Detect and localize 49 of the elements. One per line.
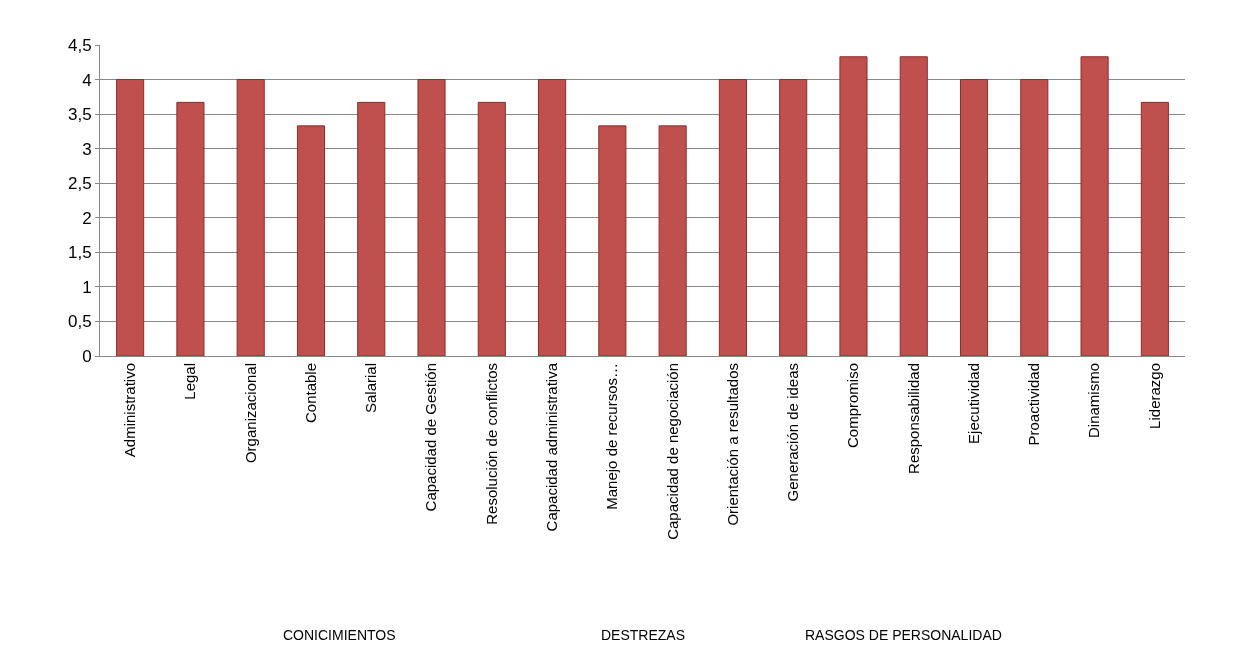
text: CONICIMIENTOS — [283, 627, 396, 643]
y-tick-label: 4,5 — [67, 35, 92, 55]
x-tick-label: Liderazgo — [1145, 363, 1163, 429]
x-tick-label: Orientación a resultados — [723, 363, 741, 526]
x-tick-label: Legal — [181, 363, 199, 400]
x-tick-label: Administrativo — [121, 363, 139, 458]
y-tick-label: 1,5 — [67, 243, 92, 263]
bar — [477, 101, 506, 356]
x-tick-label: Capacidad de negociación — [663, 363, 681, 540]
y-tick-label: 2,5 — [67, 174, 92, 194]
bar — [658, 125, 687, 356]
bar — [779, 79, 808, 356]
bar — [899, 56, 928, 356]
bar — [236, 79, 265, 356]
text: RASGOS DE PERSONALIDAD — [805, 627, 1002, 643]
y-tick-label: 3,5 — [67, 105, 92, 125]
bar — [116, 79, 145, 356]
bar — [718, 79, 747, 356]
x-tick-label: Contable — [301, 363, 319, 424]
bar — [296, 125, 326, 356]
bar — [357, 101, 386, 356]
bar — [1080, 56, 1109, 356]
bar — [839, 56, 868, 356]
x-tick-label: Capacidad administrativa — [542, 362, 560, 532]
x-tick-label: Compromiso — [844, 363, 862, 449]
bar — [417, 79, 446, 356]
x-tick-label: Generación de ideas — [784, 363, 802, 502]
y-tick-label: 2 — [82, 208, 92, 228]
y-tick-label: 4 — [82, 70, 92, 90]
x-tick-label: Organizacional — [241, 363, 259, 464]
bar — [959, 79, 989, 356]
x-tick-label: Manejo de recursos… — [603, 363, 621, 510]
x-tick-label: Dinamismo — [1085, 363, 1103, 439]
bar — [1140, 101, 1169, 356]
y-tick-label: 0 — [82, 346, 92, 366]
bar — [176, 101, 205, 356]
y-tick-label: 0,5 — [67, 312, 92, 332]
x-tick-label: Ejecutividad — [964, 363, 982, 444]
x-tick-label: Salarial — [362, 363, 380, 414]
text: DESTREZAS — [601, 627, 686, 643]
x-tick-label: Capacidad de Gestión — [422, 363, 440, 512]
bar — [538, 79, 567, 356]
bar — [1020, 79, 1049, 356]
x-tick-label: Proactividad — [1025, 363, 1043, 446]
x-tick-label: Responsabilidad — [904, 363, 922, 474]
y-tick-label: 1 — [82, 277, 92, 297]
x-tick-label: Resolución de conflictos — [482, 363, 500, 525]
y-tick-label: 3 — [82, 139, 92, 159]
bar — [598, 125, 627, 356]
